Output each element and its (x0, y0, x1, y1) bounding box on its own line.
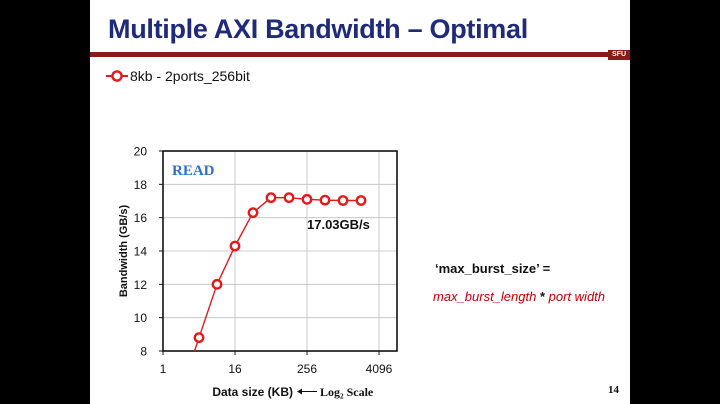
panel-label: READ (172, 163, 215, 179)
slide: Multiple AXI Bandwidth – Optimal SFU 8kb… (90, 0, 630, 404)
data-point (301, 193, 313, 205)
y-tick-label: 10 (134, 311, 148, 325)
slide-title: Multiple AXI Bandwidth – Optimal (108, 14, 528, 44)
peak-annotation: 17.03GB/s (307, 217, 370, 232)
grid-layer (163, 151, 397, 351)
data-point (193, 332, 205, 344)
series-layer (193, 192, 367, 352)
title-rule (90, 52, 608, 57)
x-axis-label: Data size (KB) (212, 385, 293, 399)
legend-label: 8kb - 2ports_256bit (130, 68, 250, 84)
chart-legend: 8kb - 2ports_256bit (106, 68, 250, 84)
data-point (283, 192, 295, 204)
data-point (229, 240, 241, 252)
brand-logo: SFU (608, 50, 630, 60)
y-tick-label: 14 (134, 245, 148, 259)
left-arrow-icon (297, 388, 317, 395)
y-tick-label: 18 (134, 178, 148, 192)
y-tick-label: 12 (134, 278, 148, 292)
x-tick-label: 4096 (366, 362, 393, 376)
data-point (211, 278, 223, 290)
formula-term-1: max_burst_length (433, 289, 537, 304)
y-tick-label: 8 (140, 345, 147, 359)
formula-operator: * (539, 289, 546, 304)
data-point (265, 192, 277, 204)
legend-marker-icon (106, 70, 128, 82)
tick-layer: 8 10 12 14 16 18 20 1 16 256 4096 (134, 145, 393, 377)
y-tick-label: 20 (134, 145, 148, 159)
x-tick-label: 1 (160, 362, 167, 376)
formula-term-2: port width (548, 289, 606, 304)
page-number: 14 (608, 384, 619, 396)
data-point (355, 195, 367, 206)
data-point (247, 207, 259, 219)
bandwidth-chart: 8 10 12 14 16 18 20 1 16 256 4096 READ 17.03GB/s B… (118, 145, 398, 399)
x-scale-note: Log₂ Scale (320, 385, 374, 399)
x-tick-label: 16 (228, 362, 242, 376)
formula-line-2: max_burst_length * port width (433, 289, 605, 304)
formula-line-1: ‘max_burst_size’ = (435, 261, 551, 276)
data-point (319, 194, 331, 206)
y-tick-label: 16 (134, 211, 148, 225)
x-tick-label: 256 (297, 362, 317, 376)
y-axis-label: Bandwidth (GB/s) (118, 205, 130, 298)
data-point (337, 195, 349, 206)
